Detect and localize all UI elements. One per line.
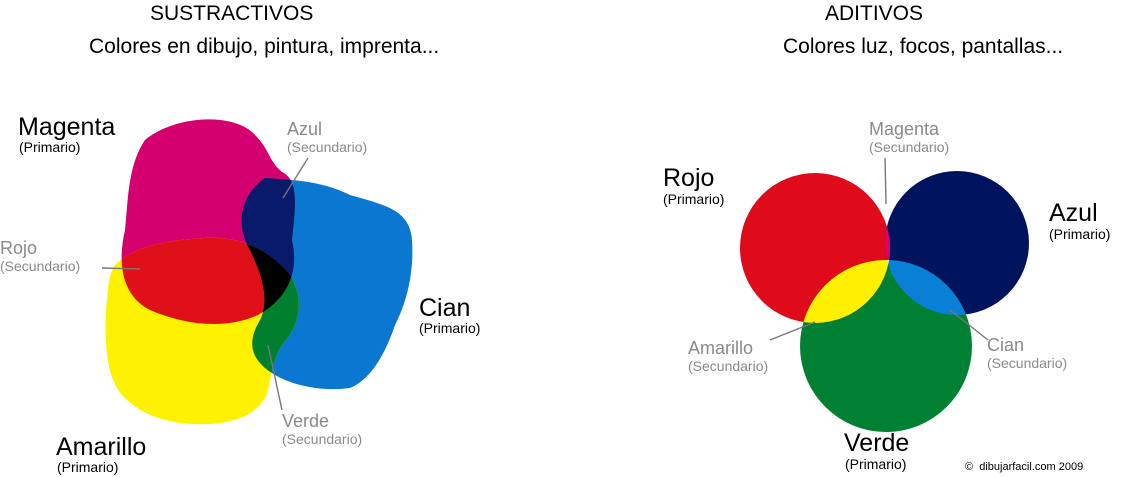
amarillo-secondary-role: (Secundario) [688, 358, 769, 374]
additive-title: ADITIVOS [825, 2, 924, 25]
amarillo-primary-label: Amarillo [56, 433, 147, 461]
azul-secondary-role: (Secundario) [287, 139, 368, 155]
rojo-secondary-role: (Secundario) [0, 258, 81, 274]
verde-leader-line [267, 344, 283, 411]
verde-primary-role: (Primario) [845, 456, 907, 472]
credit-line: © dibujarfacil.com 2009 [965, 462, 1083, 473]
cian-secondary-role: (Secundario) [987, 355, 1068, 371]
cian-primary-label: Cian [419, 294, 471, 322]
azul-secondary-label: Azul [287, 119, 323, 139]
subtractive-title: SUSTRACTIVOS [150, 2, 314, 25]
copyright-icon: © [965, 461, 974, 473]
verde-primary-label: Verde [844, 429, 910, 457]
rojo-primary-label: Rojo [663, 164, 715, 192]
rojo-secondary-label: Rojo [0, 238, 38, 258]
amarillo-primary-role: (Primario) [57, 459, 119, 475]
magenta-secondary-label: Magenta [869, 119, 940, 139]
cian-leader-line [949, 309, 989, 341]
verde-secondary-role: (Secundario) [282, 431, 363, 447]
magenta-primary-label: Magenta [18, 113, 116, 141]
cian-secondary-label: Cian [987, 335, 1025, 355]
azul-primary-label: Azul [1049, 199, 1098, 227]
amarillo-secondary-label: Amarillo [688, 338, 754, 358]
rojo-leader-line [101, 267, 141, 270]
azul-primary-role: (Primario) [1049, 226, 1111, 242]
additive-subtitle: Colores luz, focos, pantallas... [783, 35, 1064, 58]
verde-secondary-label: Verde [282, 411, 330, 431]
magenta-secondary-role: (Secundario) [869, 139, 950, 155]
cian-primary-role: (Primario) [419, 320, 481, 336]
rojo-primary-role: (Primario) [663, 191, 725, 207]
magenta-leader-line [884, 157, 887, 205]
subtractive-subtitle: Colores en dibujo, pintura, imprenta... [89, 35, 440, 58]
azul-leader-line [282, 157, 309, 199]
magenta-primary-role: (Primario) [19, 139, 81, 155]
credit-text: dibujarfacil.com 2009 [979, 461, 1084, 473]
amarillo-leader-line [769, 321, 816, 341]
